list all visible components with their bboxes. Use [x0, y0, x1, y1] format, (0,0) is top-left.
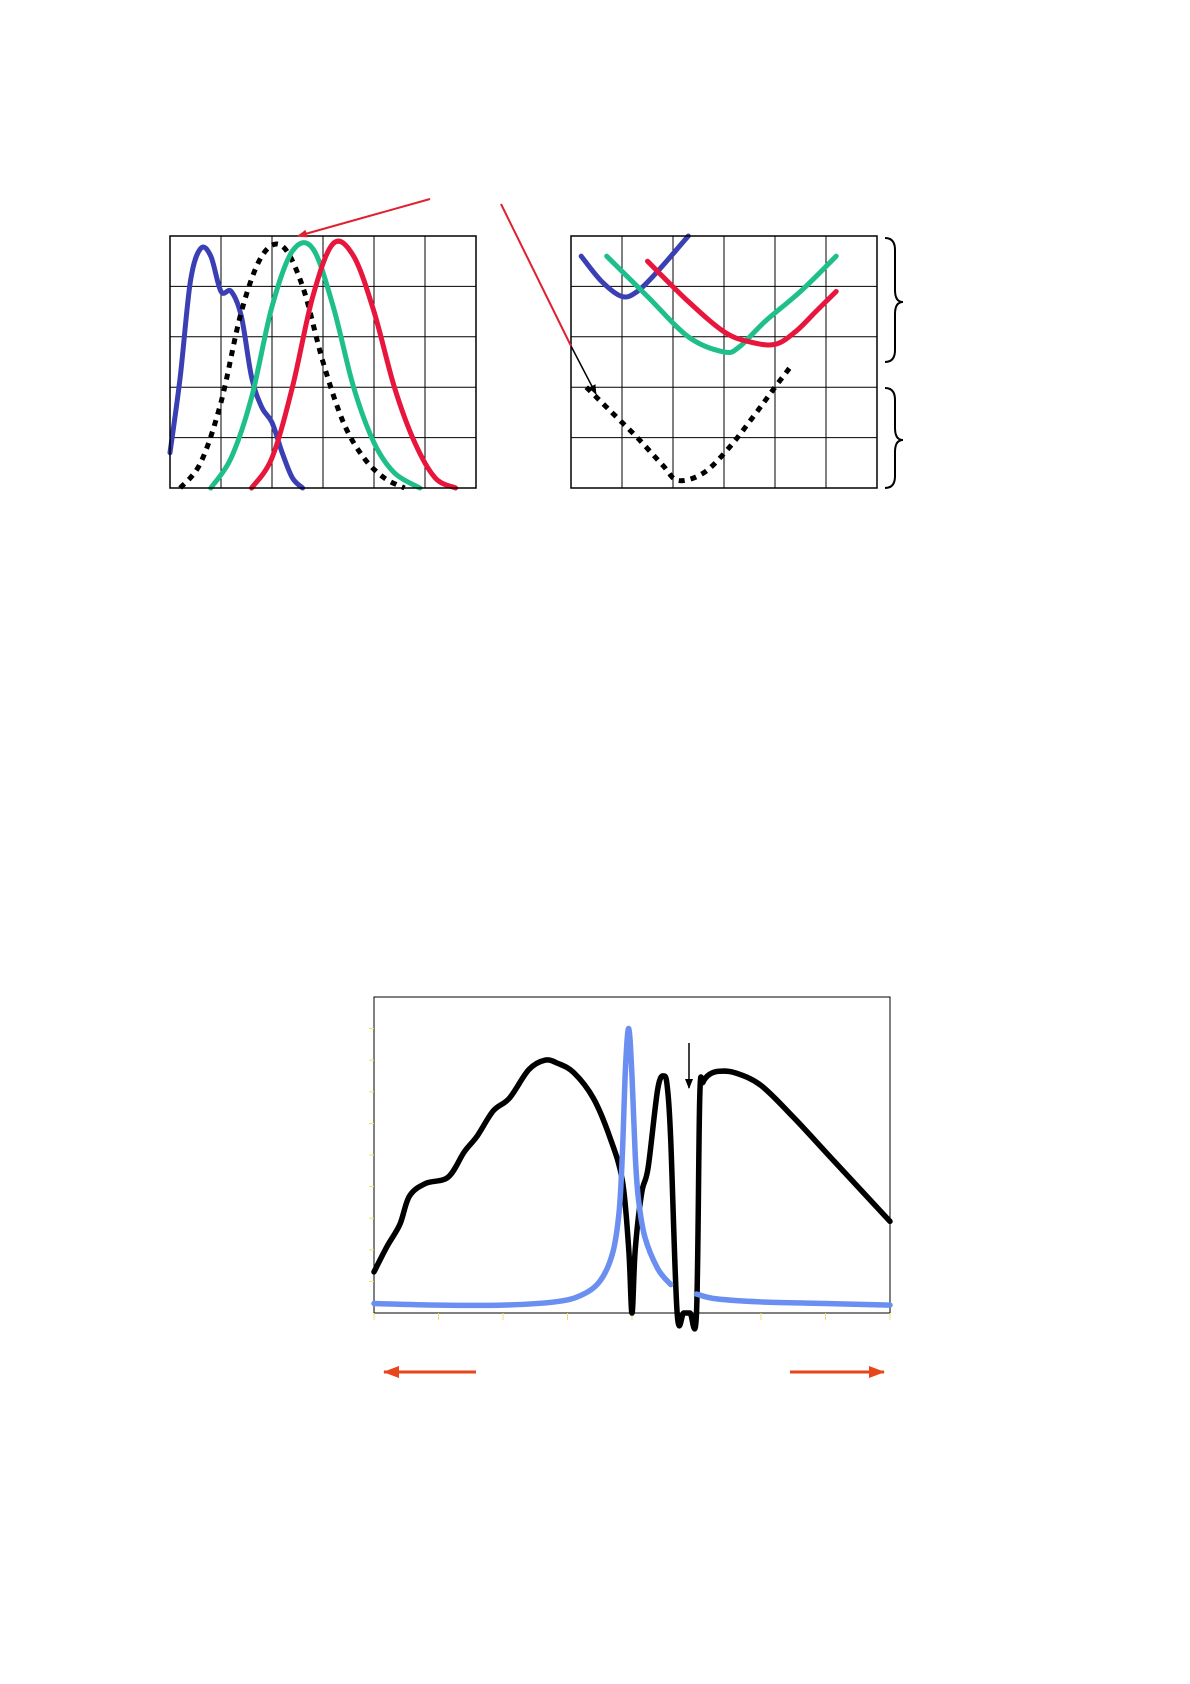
chart-left-series — [167, 238, 459, 491]
chart-left-spectra — [167, 235, 477, 491]
annotation-arrow-left-peak — [297, 198, 431, 238]
chart-right-frame — [570, 235, 878, 489]
series-line-light_blue — [371, 1025, 674, 1309]
chart-right-grid — [571, 236, 877, 488]
series-line-blue — [578, 233, 691, 300]
chart-left-frame — [169, 235, 477, 489]
series-line-red — [645, 258, 839, 348]
series-line-black-dotted — [584, 365, 793, 484]
series-line-red — [249, 238, 459, 491]
brace-lower — [884, 387, 904, 489]
series-line-green — [208, 240, 423, 491]
series-line-black — [371, 1057, 893, 1332]
chart-bottom-ticks — [369, 1028, 891, 1320]
chart-bottom-spectrum — [369, 996, 893, 1332]
annotation-arrow-right-black — [570, 345, 597, 395]
brace-upper — [884, 237, 904, 363]
chart-right-series — [578, 233, 839, 484]
series-line-blue — [167, 244, 306, 491]
series-line-black-dotted — [178, 241, 406, 491]
chart-bottom-series — [371, 1025, 893, 1332]
chart-right-curves — [570, 233, 878, 489]
series-line-light_blue — [693, 1291, 893, 1308]
series-line-green — [604, 253, 839, 356]
annotation-line-right — [500, 203, 572, 347]
